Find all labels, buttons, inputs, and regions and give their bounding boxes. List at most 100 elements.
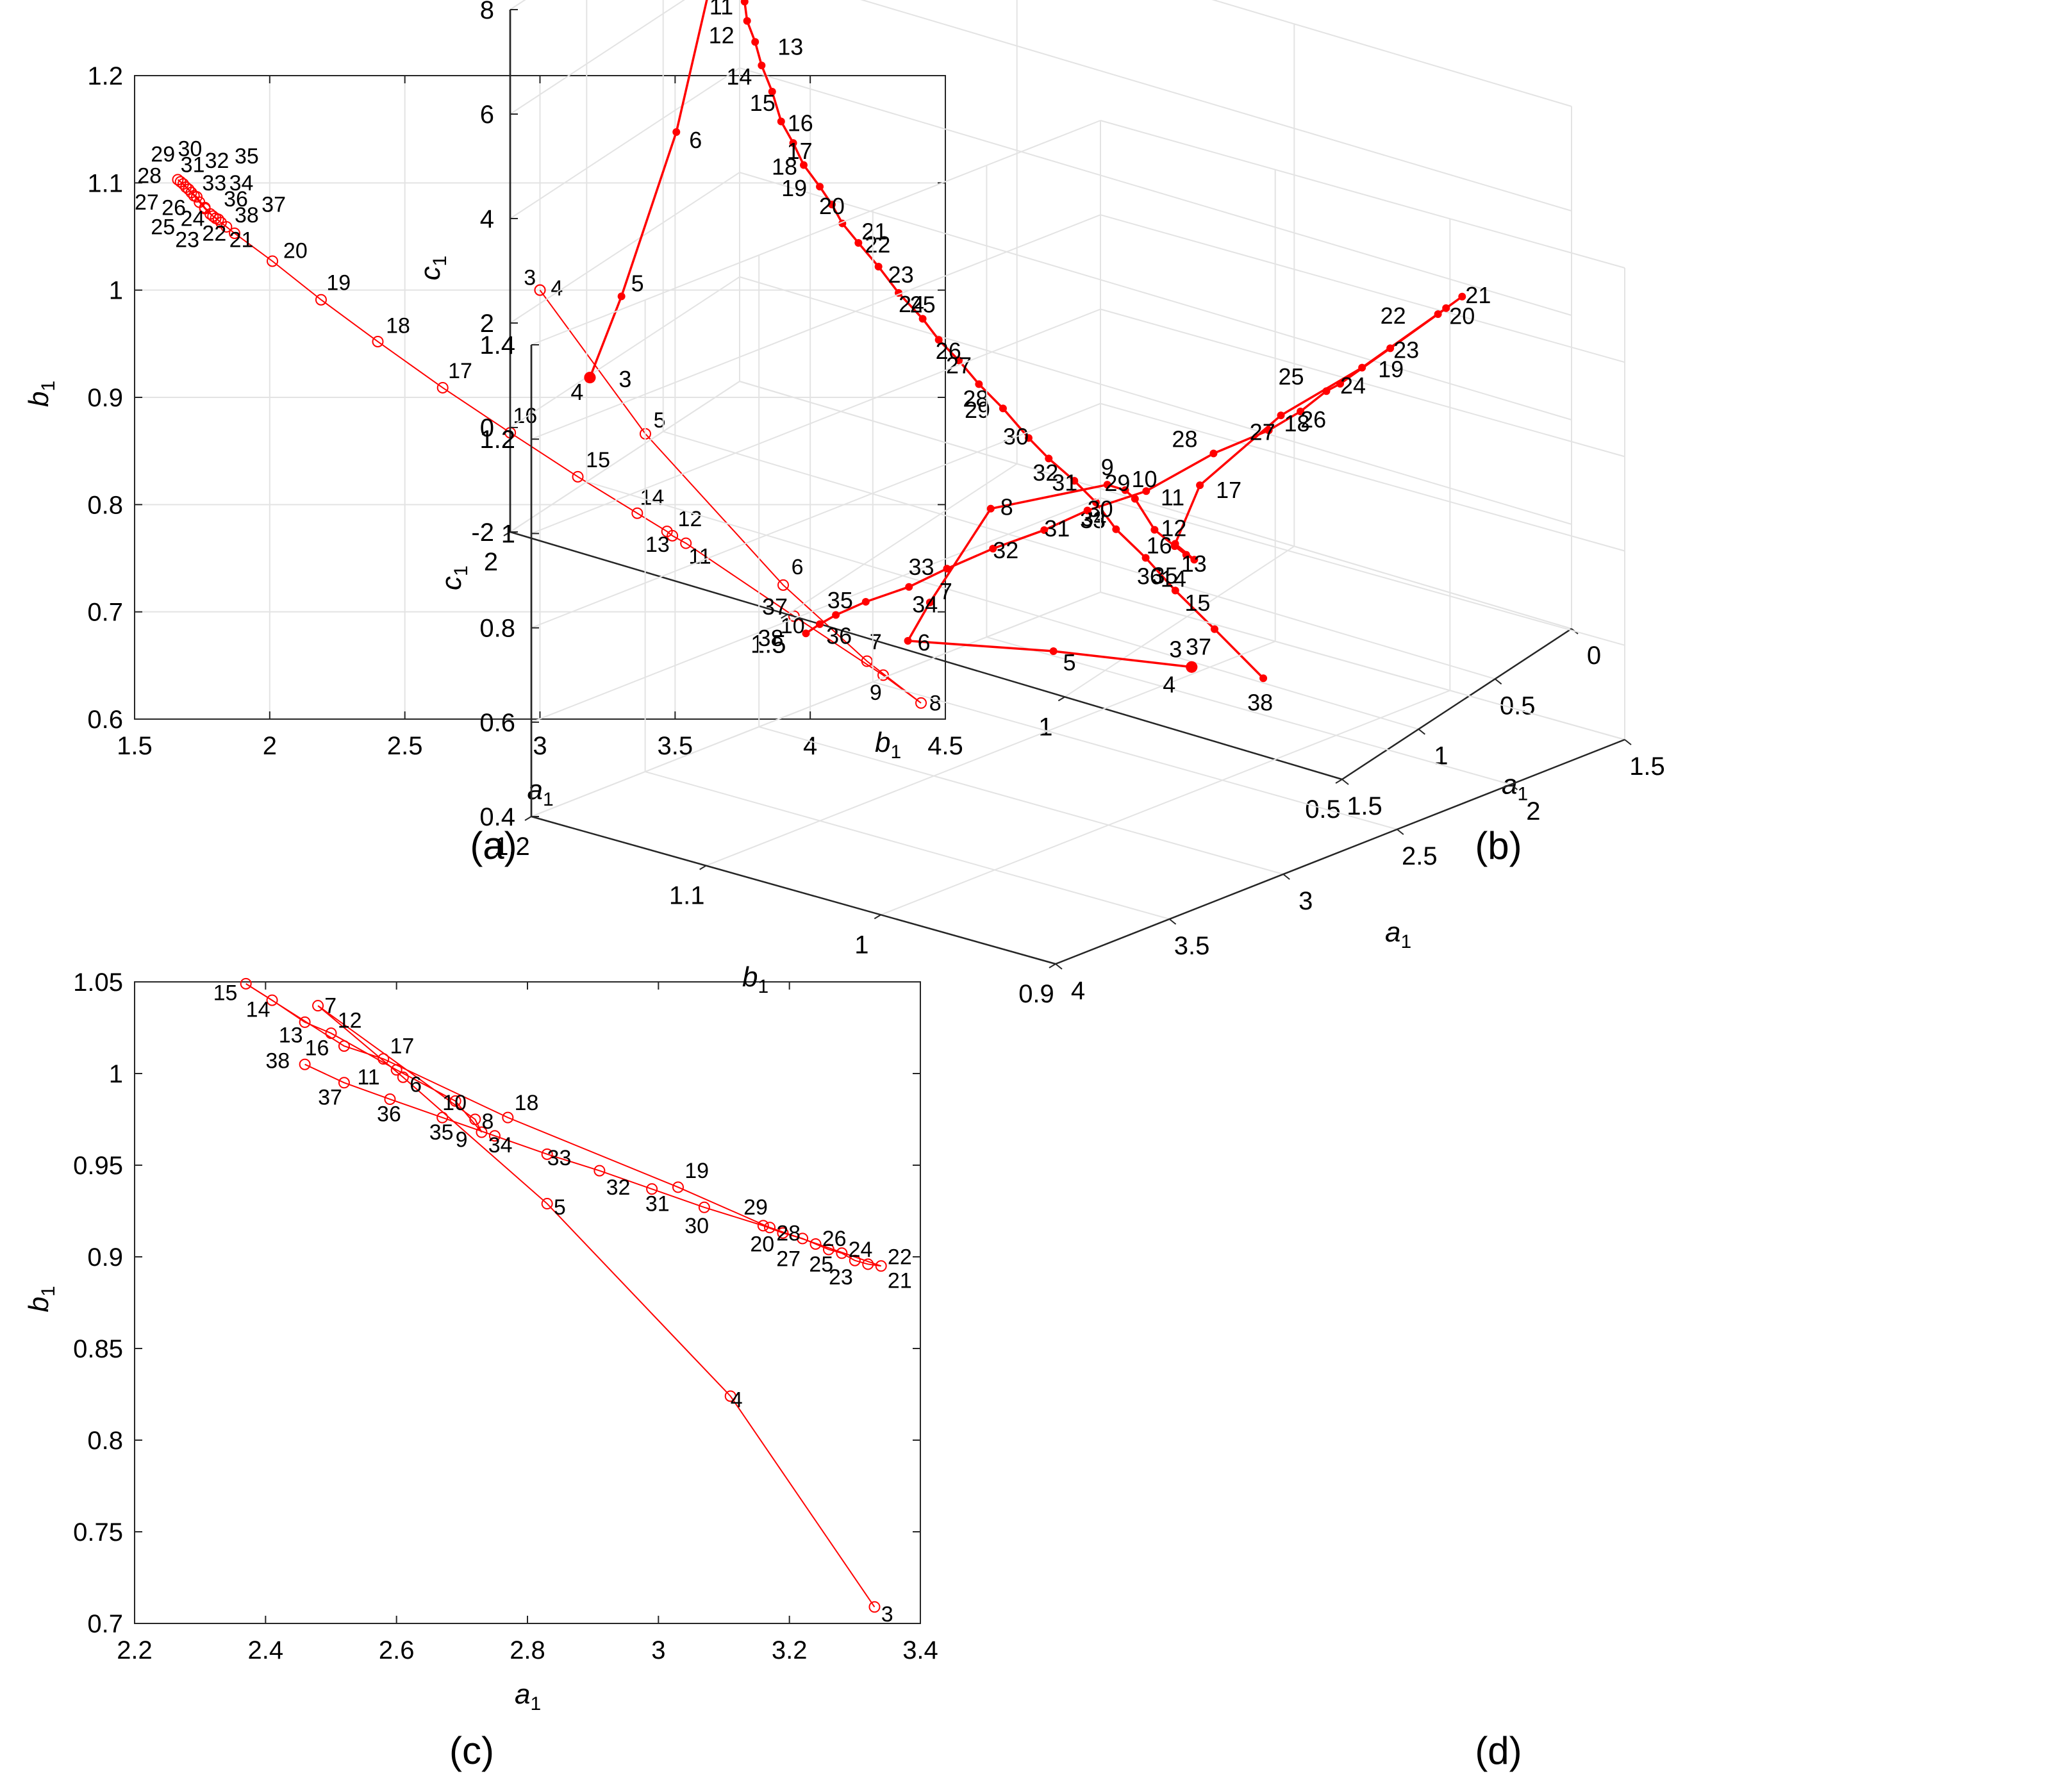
z-tick-label: 4: [480, 205, 494, 233]
data-point: [999, 404, 1007, 413]
y-tick-label: 0.85: [73, 1335, 123, 1363]
x-tick: [1341, 779, 1349, 785]
data-point: [918, 315, 927, 323]
data-point: [469, 1113, 481, 1125]
x-axis-label-sub: 1: [543, 789, 554, 810]
z-tick-label: 0.4: [479, 803, 515, 831]
point-label: 31: [1044, 515, 1070, 542]
wall-gridline: [1100, 497, 1625, 646]
x-axis-line: [1341, 627, 1572, 781]
point-label: 36: [224, 187, 248, 212]
caption: (a): [470, 824, 517, 867]
x-tick-label: 1.5: [1347, 792, 1382, 820]
y-tick: [699, 865, 707, 870]
z-tick-label: 1.4: [479, 331, 515, 360]
data-point: [1171, 586, 1179, 595]
data-point: [836, 1247, 848, 1259]
point-label: 25: [151, 215, 175, 240]
point-label: 23: [175, 228, 199, 253]
x-tick-label: 3.5: [1174, 932, 1210, 960]
data-point: [476, 1126, 488, 1138]
data-point: [1259, 674, 1268, 683]
wall-gridline: [860, 0, 1572, 212]
point-label: 24: [181, 206, 205, 231]
data-point: [593, 1165, 606, 1177]
y-axis-label-main: b: [875, 727, 890, 758]
data-point: [199, 201, 211, 213]
z-tick-label: 0: [480, 414, 494, 442]
point-label: 12: [338, 1009, 362, 1033]
data-point: [1186, 661, 1198, 673]
point-label: 28: [1172, 426, 1197, 452]
data-point: [777, 1227, 789, 1239]
data-point: [764, 1222, 776, 1234]
x-axis-label: a1: [527, 774, 554, 810]
point-label: 14: [246, 997, 270, 1022]
x-tick-label: 3: [1299, 887, 1313, 915]
data-point: [862, 1258, 874, 1270]
y-axis-line: [510, 531, 1343, 781]
data-point: [1358, 363, 1366, 372]
data-point: [338, 1077, 350, 1089]
point-label: 22: [865, 231, 890, 258]
y-axis-label: b1: [23, 381, 59, 407]
y-axis-label-main: b: [742, 961, 758, 993]
point-label: 23: [888, 261, 914, 288]
point-label: 24: [849, 1238, 873, 1262]
data-point: [915, 697, 927, 709]
data-point: [854, 238, 863, 247]
point-label: 35: [429, 1120, 454, 1145]
data-point: [1171, 540, 1179, 548]
point-label: 10: [1132, 466, 1158, 492]
point-label: 15: [586, 448, 610, 472]
data-point: [1070, 477, 1079, 485]
x-tick-label: 4.5: [927, 732, 963, 760]
y-tick-label: 0.75: [73, 1518, 123, 1547]
data-point: [751, 38, 759, 46]
point-label: 33: [202, 171, 226, 195]
data-point: [1049, 647, 1058, 656]
point-label: 30: [1088, 495, 1113, 522]
data-point: [299, 1058, 311, 1070]
data-point: [861, 655, 873, 667]
y-tick-label: 0.5: [1305, 795, 1341, 824]
x-tick-label: 1.5: [117, 732, 153, 760]
point-label: 15: [750, 90, 776, 116]
data-point: [955, 356, 963, 365]
x-tick: [1495, 678, 1502, 685]
point-label: 27: [776, 1247, 801, 1271]
y-tick-label: 0.95: [73, 1152, 123, 1180]
floor-gridline: [787, 463, 1018, 615]
x-tick-label: 0: [1587, 642, 1601, 670]
point-label: 18: [515, 1091, 539, 1115]
point-label: 12: [709, 22, 734, 49]
point-label: 15: [1184, 590, 1210, 616]
data-point: [338, 1040, 350, 1052]
y-axis-label-sub: 1: [38, 381, 59, 392]
wall-gridline: [510, 276, 740, 428]
point-label: 12: [678, 507, 702, 531]
data-point: [758, 62, 766, 70]
data-point: [1045, 454, 1053, 463]
point-label: 11: [710, 0, 733, 20]
data-point: [299, 1016, 311, 1028]
point-label: 15: [213, 981, 238, 1006]
data-point: [1297, 407, 1305, 415]
data-point: [646, 1183, 658, 1195]
point-label: 32: [1033, 460, 1058, 486]
data-point: [436, 381, 449, 394]
point-label: 35: [827, 587, 853, 613]
data-point: [372, 335, 384, 347]
data-point: [312, 1000, 324, 1012]
x-tick-label: 2.4: [248, 1636, 284, 1664]
data-point: [672, 1181, 684, 1193]
point-label: 16: [513, 404, 537, 428]
point-label: 29: [965, 397, 990, 423]
x-tick-label: 3: [533, 732, 547, 760]
data-point: [1182, 551, 1190, 559]
z-tick-label: 0.8: [479, 615, 515, 643]
point-label: 19: [781, 175, 807, 201]
data-point: [680, 537, 692, 549]
point-label: 4: [731, 1388, 743, 1413]
